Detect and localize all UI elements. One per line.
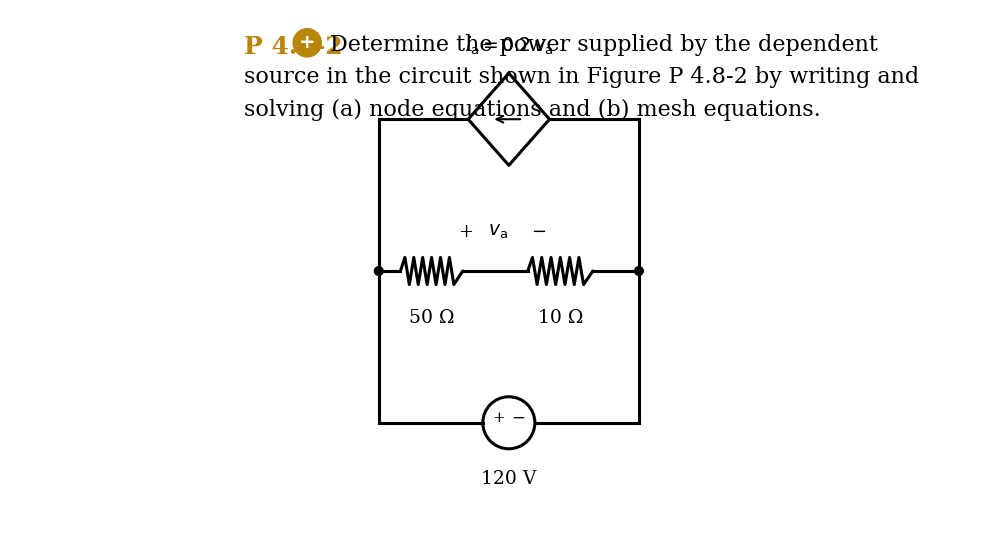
Text: +: + — [458, 223, 473, 241]
Text: P 4.8-2: P 4.8-2 — [244, 35, 343, 59]
Text: −: − — [531, 223, 546, 241]
Text: solving (a) node equations and (b) mesh equations.: solving (a) node equations and (b) mesh … — [244, 99, 821, 121]
Text: $i_\mathrm{a} = 0.2\,v_\mathrm{a}$: $i_\mathrm{a} = 0.2\,v_\mathrm{a}$ — [464, 35, 553, 57]
Text: 50 Ω: 50 Ω — [408, 309, 454, 327]
Circle shape — [293, 29, 322, 57]
Circle shape — [634, 267, 643, 275]
Text: −: − — [512, 410, 526, 427]
Text: source in the circuit shown in Figure P 4.8-2 by writing and: source in the circuit shown in Figure P … — [244, 66, 919, 88]
Circle shape — [374, 267, 383, 275]
Text: Determine the power supplied by the dependent: Determine the power supplied by the depe… — [330, 34, 877, 56]
Text: +: + — [299, 33, 316, 53]
Text: 120 V: 120 V — [481, 470, 537, 488]
Text: 10 Ω: 10 Ω — [538, 309, 583, 327]
Text: $v_\mathrm{a}$: $v_\mathrm{a}$ — [488, 223, 508, 241]
Text: +: + — [493, 411, 505, 425]
